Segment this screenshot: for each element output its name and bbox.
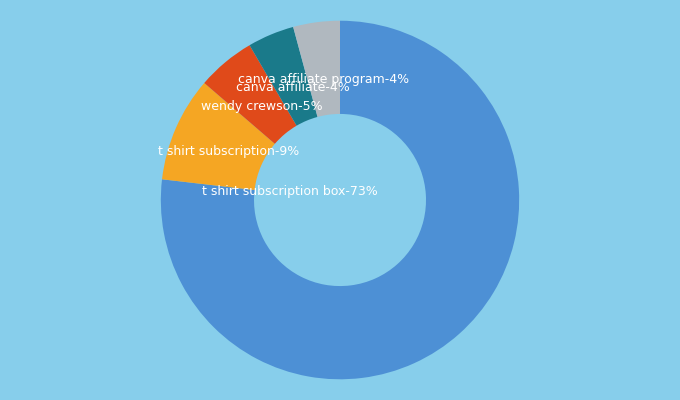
- Text: canva affiliate-4%: canva affiliate-4%: [236, 81, 350, 94]
- Wedge shape: [161, 21, 519, 379]
- Text: wendy crewson-5%: wendy crewson-5%: [201, 100, 323, 113]
- Wedge shape: [293, 21, 340, 117]
- Text: t shirt subscription box-73%: t shirt subscription box-73%: [202, 184, 377, 198]
- Text: t shirt subscription-9%: t shirt subscription-9%: [158, 144, 299, 158]
- Text: canva affiliate program-4%: canva affiliate program-4%: [239, 73, 409, 86]
- Wedge shape: [162, 83, 275, 190]
- Wedge shape: [204, 45, 296, 144]
- Wedge shape: [250, 27, 318, 126]
